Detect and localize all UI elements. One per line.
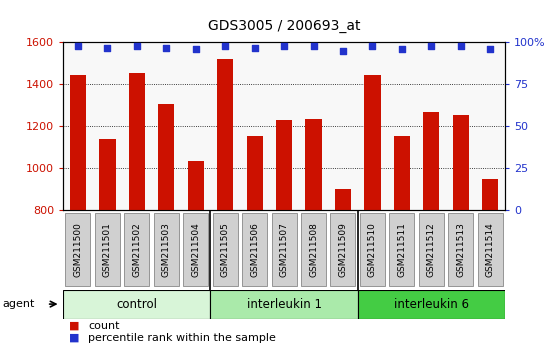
Text: GDS3005 / 200693_at: GDS3005 / 200693_at <box>208 19 360 34</box>
Bar <box>158 104 174 210</box>
Point <box>486 46 494 52</box>
Text: GSM211501: GSM211501 <box>103 222 112 277</box>
Bar <box>65 213 91 286</box>
Bar <box>276 120 292 210</box>
Text: GSM211512: GSM211512 <box>427 222 436 277</box>
Text: GSM211509: GSM211509 <box>338 222 348 277</box>
Bar <box>188 161 204 210</box>
Bar <box>419 213 444 286</box>
Point <box>368 43 377 48</box>
Bar <box>423 112 439 210</box>
Text: GSM211514: GSM211514 <box>486 222 494 277</box>
Bar <box>394 136 410 210</box>
Text: GSM211510: GSM211510 <box>368 222 377 277</box>
Point <box>309 43 318 48</box>
Point <box>339 48 348 54</box>
Text: ■: ■ <box>69 321 79 331</box>
Text: agent: agent <box>3 299 35 309</box>
Point <box>280 43 289 48</box>
Bar <box>364 75 381 210</box>
Bar <box>124 213 150 286</box>
Bar <box>183 213 208 286</box>
Point <box>162 45 170 50</box>
Text: interleukin 6: interleukin 6 <box>394 298 469 310</box>
Bar <box>448 213 473 286</box>
Text: GSM211505: GSM211505 <box>221 222 230 277</box>
Bar <box>100 139 116 210</box>
Bar <box>95 213 120 286</box>
Bar <box>477 213 503 286</box>
Bar <box>305 119 322 210</box>
Text: GSM211507: GSM211507 <box>279 222 289 277</box>
Point <box>456 43 465 48</box>
Text: GSM211506: GSM211506 <box>250 222 259 277</box>
Bar <box>217 59 233 210</box>
Point <box>427 43 436 48</box>
Point <box>103 45 112 50</box>
Bar <box>360 213 385 286</box>
Bar <box>301 213 326 286</box>
Bar <box>453 115 469 210</box>
Text: count: count <box>88 321 119 331</box>
Text: GSM211513: GSM211513 <box>456 222 465 277</box>
Point <box>74 43 82 48</box>
Bar <box>70 75 86 210</box>
Text: percentile rank within the sample: percentile rank within the sample <box>88 333 276 343</box>
Point <box>191 46 200 52</box>
Bar <box>335 189 351 210</box>
Bar <box>331 213 355 286</box>
Bar <box>389 213 414 286</box>
Text: control: control <box>117 298 157 310</box>
Point <box>250 45 259 50</box>
Bar <box>211 290 358 319</box>
Bar <box>63 290 211 319</box>
Bar <box>154 213 179 286</box>
Text: GSM211511: GSM211511 <box>397 222 406 277</box>
Bar <box>482 178 498 210</box>
Text: ■: ■ <box>69 333 79 343</box>
Text: GSM211504: GSM211504 <box>191 222 200 277</box>
Text: GSM211502: GSM211502 <box>133 222 141 277</box>
Text: GSM211508: GSM211508 <box>309 222 318 277</box>
Bar <box>129 73 145 210</box>
Point <box>133 43 141 48</box>
Text: GSM211503: GSM211503 <box>162 222 171 277</box>
Text: GSM211500: GSM211500 <box>74 222 82 277</box>
Point <box>398 46 406 52</box>
Text: interleukin 1: interleukin 1 <box>246 298 322 310</box>
Bar <box>246 136 263 210</box>
Bar <box>213 213 238 286</box>
Point <box>221 43 229 48</box>
Bar <box>272 213 296 286</box>
Bar <box>358 290 505 319</box>
Bar <box>242 213 267 286</box>
